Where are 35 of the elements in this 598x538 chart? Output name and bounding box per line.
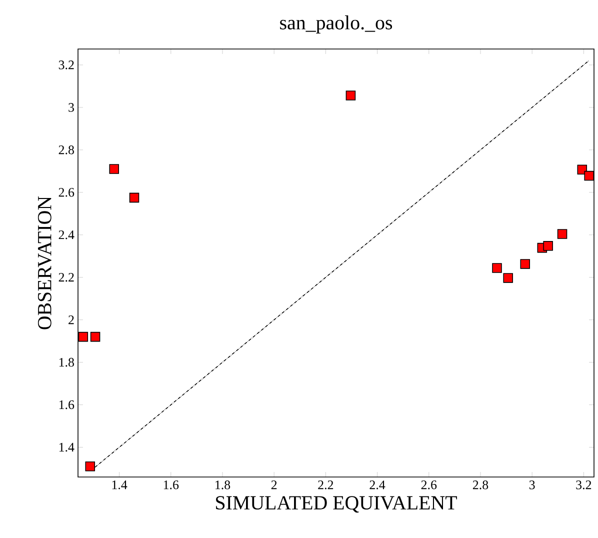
y-tick-label: 2.2 [58, 272, 74, 282]
x-tick-label: 3.2 [576, 480, 592, 490]
point [557, 229, 568, 239]
point [543, 241, 553, 251]
x-tick-label: 1.6 [164, 480, 179, 490]
x-tick-label: 2.8 [472, 480, 488, 490]
point [109, 164, 119, 174]
point [503, 273, 513, 283]
y-tick-label: 2 [68, 316, 74, 324]
point [85, 461, 96, 472]
x-tick-label: 2 [271, 480, 277, 490]
x-tick-label: 1.8 [216, 480, 230, 490]
point [584, 170, 594, 181]
point [520, 259, 530, 269]
point [129, 192, 140, 203]
y-tick-label: 2.4 [58, 230, 74, 240]
x-axis-title: SIMULATED EQUIVALENT [216, 496, 457, 513]
y-tick-label: 3.2 [58, 60, 74, 70]
point [492, 263, 502, 273]
x-tick-label: 2.2 [318, 480, 334, 490]
x-tick-label: 2.6 [421, 480, 437, 490]
chart-title: san_paolo._os [280, 15, 392, 34]
y-tick-label: 3 [68, 103, 74, 112]
y-tick-label: 1.8 [59, 358, 74, 367]
y-tick-label: 1.6 [59, 400, 74, 410]
point [90, 332, 100, 342]
y-axis-title: OBSERVATION [38, 196, 52, 330]
x-tick-label: 1.4 [112, 480, 128, 490]
x-tick-label: 3 [529, 480, 535, 490]
y-tick-label: 2.8 [58, 145, 74, 154]
x-tick-label: 2.4 [370, 480, 386, 490]
y-tick-label: 2.6 [58, 188, 74, 197]
point [346, 90, 356, 100]
y-tick-label: 1.4 [59, 442, 74, 452]
point [78, 332, 88, 342]
